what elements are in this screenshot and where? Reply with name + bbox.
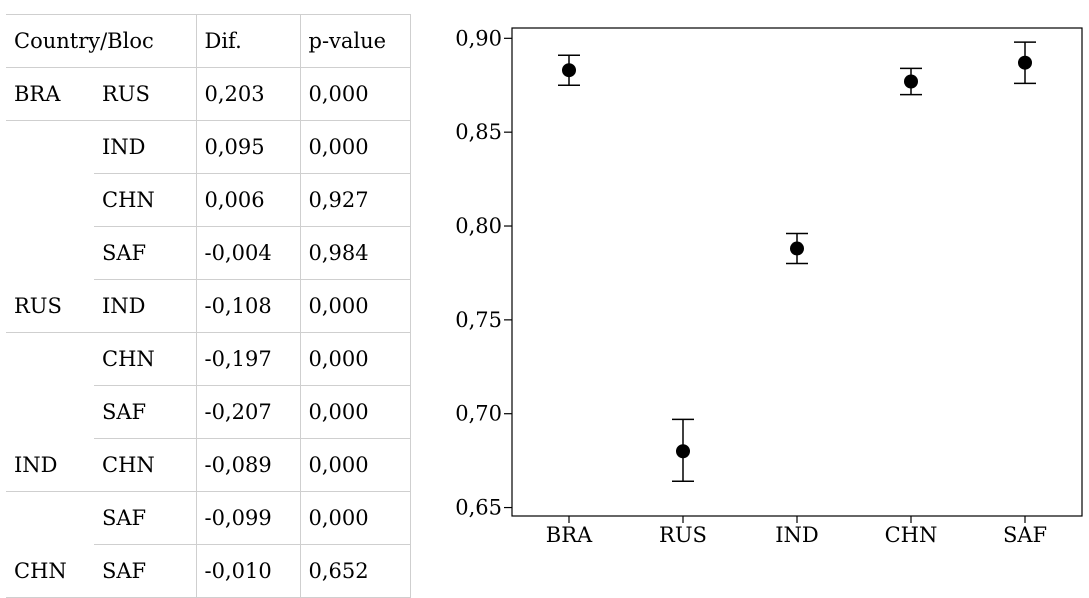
cell-group: RUS bbox=[6, 279, 94, 333]
header-p-value: p-value bbox=[300, 14, 411, 68]
mean-point bbox=[1018, 55, 1032, 70]
cell-p-value: 0,984 bbox=[300, 226, 411, 280]
cell-p-value: 0,000 bbox=[300, 332, 411, 386]
table-row: IND 0,095 0,000 bbox=[6, 120, 411, 174]
cell-p-value: 0,000 bbox=[300, 120, 411, 174]
cell-dif: -0,004 bbox=[196, 226, 301, 280]
table-row: CHN SAF -0,010 0,652 bbox=[6, 544, 411, 598]
cell-dif: -0,010 bbox=[196, 544, 301, 598]
cell-dif: 0,095 bbox=[196, 120, 301, 174]
table-row: SAF -0,004 0,984 bbox=[6, 226, 411, 280]
cell-p-value: 0,927 bbox=[300, 173, 411, 227]
x-tick-label: SAF bbox=[1003, 523, 1047, 546]
cell-pair: SAF bbox=[94, 226, 197, 280]
table-row: SAF -0,207 0,000 bbox=[6, 385, 411, 439]
cell-group: BRA bbox=[6, 67, 94, 121]
y-tick-label: 0,80 bbox=[455, 214, 502, 238]
cell-p-value: 0,000 bbox=[300, 438, 411, 492]
cell-pair: SAF bbox=[94, 385, 197, 439]
cell-pair: CHN bbox=[94, 332, 197, 386]
cell-pair: SAF bbox=[94, 491, 197, 545]
cell-group: IND bbox=[6, 438, 94, 492]
mean-point bbox=[790, 241, 804, 256]
cell-p-value: 0,000 bbox=[300, 279, 411, 333]
mean-point bbox=[904, 74, 918, 89]
cell-group: CHN bbox=[6, 544, 94, 598]
y-tick-label: 0,70 bbox=[455, 402, 502, 426]
y-tick-label: 0,75 bbox=[455, 308, 502, 332]
cell-dif: 0,006 bbox=[196, 173, 301, 227]
cell-pair: CHN bbox=[94, 438, 197, 492]
cell-dif: 0,203 bbox=[196, 67, 301, 121]
table-header-row: Country/Bloc Dif. p-value bbox=[6, 14, 411, 68]
cell-p-value: 0,000 bbox=[300, 385, 411, 439]
header-country-bloc: Country/Bloc bbox=[6, 14, 197, 68]
table-row: CHN 0,006 0,927 bbox=[6, 173, 411, 227]
cell-pair: CHN bbox=[94, 173, 197, 227]
table-row: BRA RUS 0,203 0,000 bbox=[6, 67, 411, 121]
mean-point bbox=[676, 444, 690, 459]
y-tick-label: 0,90 bbox=[455, 26, 502, 50]
mean-point bbox=[562, 63, 576, 78]
mean-ci-chart: 0,65 0,70 0,75 0,80 0,85 0,90 BRA RUS IND CHN SAF bbox=[455, 26, 1083, 546]
header-dif: Dif. bbox=[196, 14, 301, 68]
cell-pair: RUS bbox=[94, 67, 197, 121]
x-tick-label: RUS bbox=[659, 523, 707, 546]
cell-pair: SAF bbox=[94, 544, 197, 598]
plot-frame bbox=[511, 27, 1083, 517]
y-tick-label: 0,85 bbox=[455, 120, 502, 144]
table-row: CHN -0,197 0,000 bbox=[6, 332, 411, 386]
x-tick-label: IND bbox=[775, 523, 819, 546]
y-tick-label: 0,65 bbox=[455, 496, 502, 520]
chart-marks bbox=[558, 41, 1036, 483]
x-tick-label: CHN bbox=[885, 523, 938, 546]
cell-p-value: 0,652 bbox=[300, 544, 411, 598]
chart-axes: 0,65 0,70 0,75 0,80 0,85 0,90 BRA RUS IND CHN SAF bbox=[455, 26, 1083, 546]
cell-p-value: 0,000 bbox=[300, 491, 411, 545]
x-tick-label: BRA bbox=[546, 523, 593, 546]
cell-dif: -0,108 bbox=[196, 279, 301, 333]
cell-p-value: 0,000 bbox=[300, 67, 411, 121]
table-row: IND CHN -0,089 0,000 bbox=[6, 438, 411, 492]
